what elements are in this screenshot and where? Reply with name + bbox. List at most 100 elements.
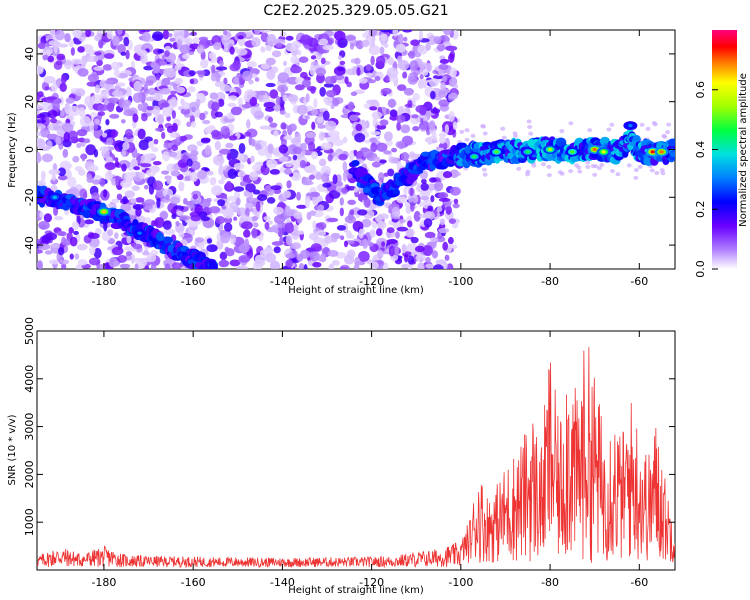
- heatmap-cell: [430, 108, 441, 114]
- heatmap-cell: [206, 197, 212, 203]
- heatmap-cell: [63, 131, 71, 143]
- heatmap-cell: [130, 253, 135, 264]
- x-tick-label: -60: [630, 275, 648, 288]
- heatmap-cell: [438, 90, 447, 98]
- heatmap-cell: [379, 119, 389, 126]
- heatmap-cell: [425, 42, 431, 51]
- heatmap-cell: [407, 220, 413, 228]
- heatmap-cell: [209, 270, 218, 276]
- heatmap-cell: [190, 214, 202, 222]
- heatmap-cell: [215, 216, 226, 225]
- x-tick-label: -180: [91, 576, 116, 589]
- snr-y-ticks: 1000 2000 3000 4000 5000: [23, 317, 675, 536]
- heatmap-cell: [179, 44, 191, 55]
- heatmap-cell: [162, 151, 171, 162]
- heatmap-cell: [220, 233, 231, 244]
- heatmap-cell: [381, 87, 392, 95]
- heatmap-cell: [178, 135, 188, 142]
- heatmap-cell: [267, 143, 274, 154]
- heatmap-cell: [279, 110, 287, 115]
- heatmap-cell: [266, 159, 278, 169]
- heatmap-cell: [292, 146, 302, 155]
- heatmap-cell: [112, 35, 119, 47]
- heatmap-cell: [186, 121, 192, 127]
- heatmap-cell: [178, 181, 185, 192]
- heatmap-cell: [482, 172, 488, 177]
- heatmap-cell: [239, 180, 248, 187]
- heatmap-cell: [269, 122, 278, 128]
- heatmap-cell: [140, 163, 152, 168]
- heatmap-cell: [93, 66, 104, 71]
- heatmap-cell: [585, 160, 591, 165]
- heatmap-cell: [310, 86, 316, 94]
- heatmap-cell: [351, 159, 360, 167]
- heatmap-cell: [141, 112, 148, 122]
- heatmap-cell: [273, 215, 286, 224]
- heatmap-cell: [256, 194, 268, 202]
- heatmap-x-label: Height of straight line (km): [288, 285, 424, 296]
- heatmap-cell: [452, 30, 459, 40]
- heatmap-cell: [308, 141, 316, 152]
- heatmap-cell: [400, 124, 411, 134]
- heatmap-cell: [99, 90, 110, 99]
- heatmap-cell: [328, 263, 335, 269]
- heatmap-cell: [442, 261, 448, 269]
- colorbar-label: Normalized spectral amplitude: [738, 73, 749, 227]
- heatmap-cell: [318, 158, 327, 167]
- heatmap-cell: [280, 86, 285, 97]
- heatmap-cell: [37, 248, 43, 255]
- heatmap-cell: [156, 197, 161, 209]
- heatmap-cell: [447, 236, 454, 245]
- heatmap-cell: [152, 31, 164, 41]
- heatmap-cell: [327, 130, 340, 138]
- heatmap-cell: [58, 231, 67, 237]
- heatmap-cell: [368, 30, 377, 37]
- heatmap-cell: [283, 60, 288, 67]
- heatmap-cell: [219, 251, 228, 261]
- heatmap-cells: [37, 30, 675, 276]
- heatmap-cell: [284, 205, 291, 216]
- heatmap-cell: [250, 155, 255, 163]
- heatmap-cell: [531, 163, 537, 168]
- heatmap-cell: [208, 262, 218, 269]
- heatmap-cell: [362, 148, 374, 159]
- heatmap-cell: [288, 123, 297, 132]
- x-tick-label: -140: [270, 275, 295, 288]
- heatmap-cell: [415, 254, 426, 262]
- heatmap-cell: [106, 137, 113, 146]
- heatmap-cell: [396, 121, 401, 131]
- heatmap-cell: [284, 222, 295, 234]
- heatmap-hotspot-core: [101, 210, 107, 214]
- heatmap-hotspot-core: [601, 150, 606, 154]
- heatmap-cell: [44, 250, 53, 255]
- heatmap-cell: [180, 98, 185, 106]
- heatmap-cell: [115, 175, 120, 187]
- heatmap-cell: [236, 48, 248, 56]
- heatmap-cell: [155, 127, 165, 132]
- heatmap-cell: [223, 30, 228, 36]
- heatmap-cell: [597, 166, 603, 171]
- heatmap-cell: [88, 165, 99, 172]
- y-tick-label: 2000: [23, 460, 36, 488]
- heatmap-cell: [400, 151, 410, 162]
- snr-panel: -180 -160 -140 -120 -100 -80 -60 1000 2000 3000 4…: [7, 317, 676, 596]
- heatmap-cell: [97, 111, 106, 117]
- heatmap-cell: [37, 104, 43, 110]
- heatmap-cell: [211, 185, 223, 196]
- heatmap-cell: [211, 101, 220, 112]
- heatmap-cell: [134, 263, 139, 269]
- heatmap-cell: [342, 136, 348, 144]
- heatmap-y-label: Frequency (Hz): [7, 112, 18, 188]
- heatmap-cell: [114, 157, 119, 162]
- heatmap-cell: [108, 256, 118, 268]
- heatmap-cell: [639, 122, 645, 127]
- heatmap-cell: [365, 64, 372, 71]
- heatmap-cell: [406, 228, 414, 238]
- heatmap-cell: [122, 196, 128, 204]
- heatmap-cell: [68, 130, 78, 141]
- heatmap-cell: [353, 187, 358, 193]
- heatmap-cell: [323, 83, 335, 88]
- heatmap-cell: [421, 178, 427, 185]
- heatmap-cell: [237, 151, 245, 162]
- heatmap-cell: [89, 246, 96, 255]
